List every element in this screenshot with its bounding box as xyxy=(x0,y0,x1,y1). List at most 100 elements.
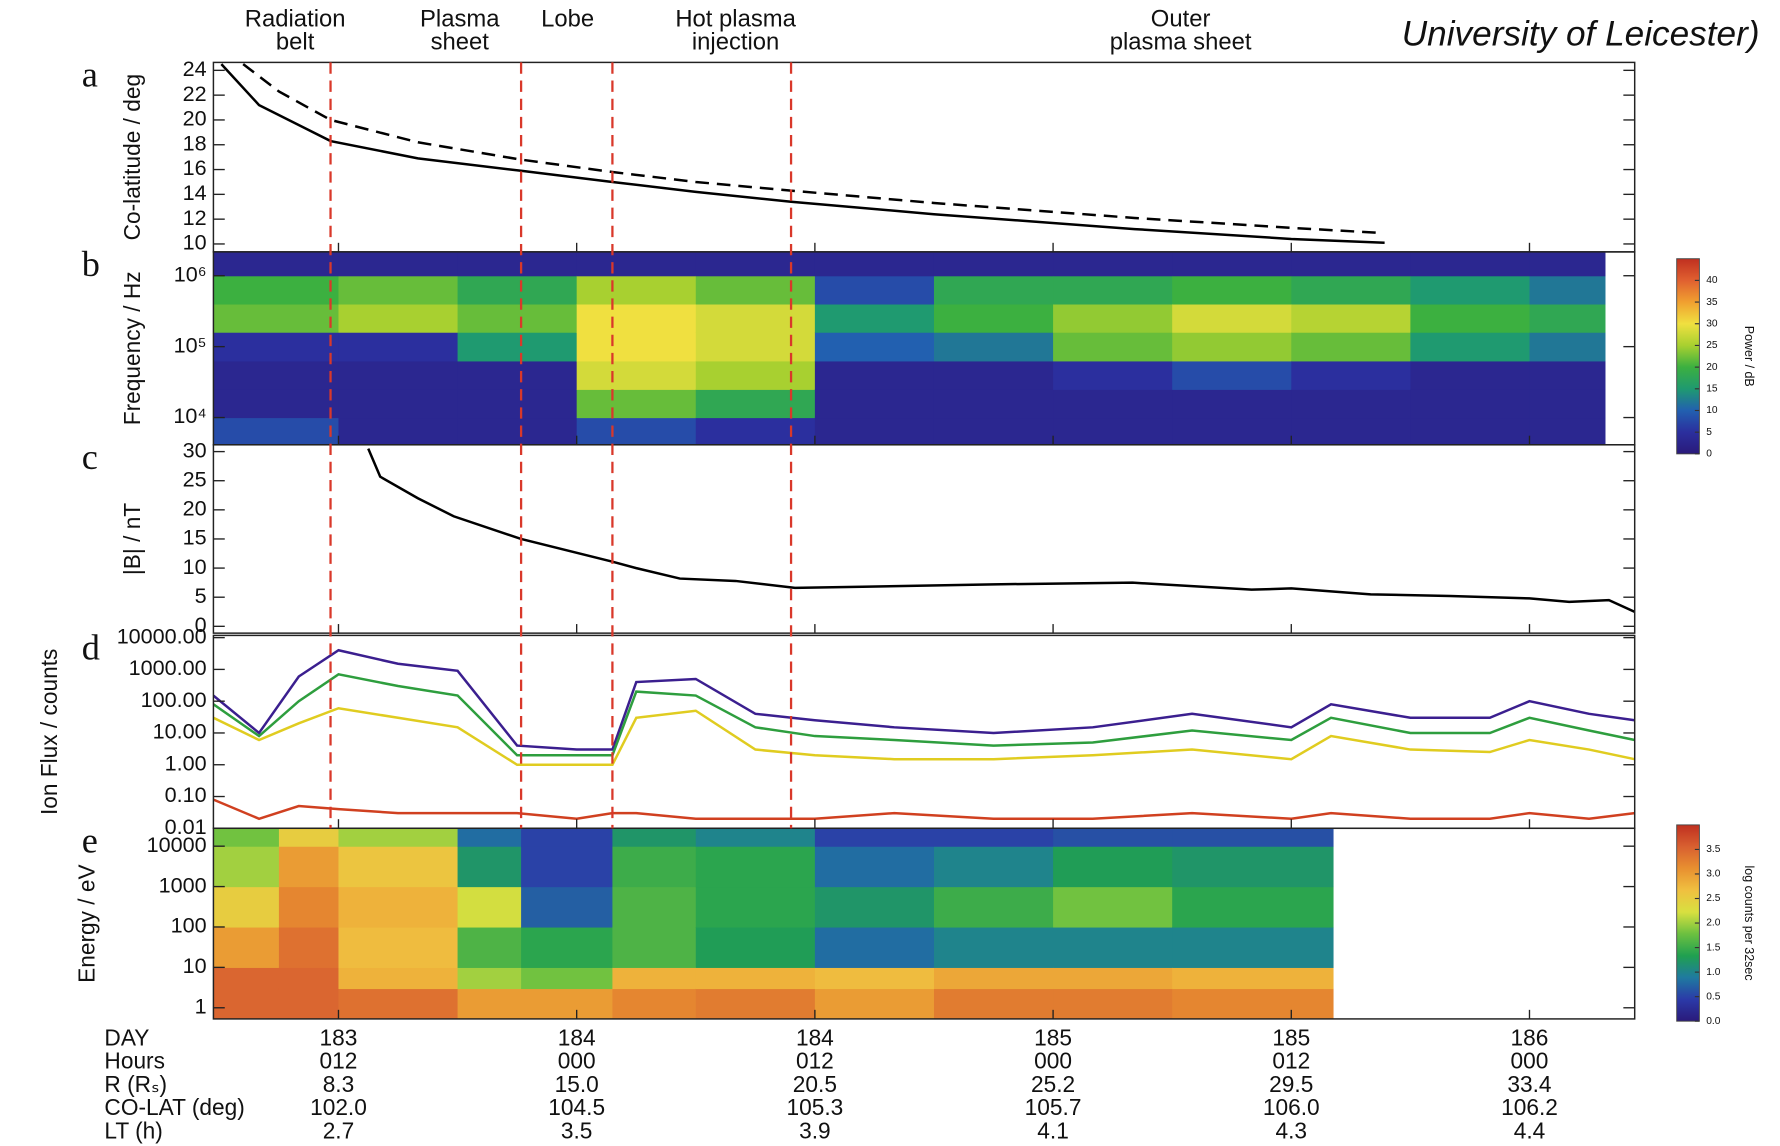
ephemeris-value: 183 xyxy=(320,1024,358,1050)
ephemeris-value: 25.2 xyxy=(1031,1071,1075,1097)
colorbar-tick-label: 0.0 xyxy=(1706,1016,1721,1027)
heatmap-cell xyxy=(279,846,339,887)
ephemeris-value: 184 xyxy=(796,1024,834,1050)
colorbar-tick-label: 5 xyxy=(1706,427,1712,438)
heatmap-cell xyxy=(577,332,697,361)
heatmap-cell xyxy=(338,989,458,1020)
heatmap-cell xyxy=(1053,276,1173,305)
heatmap-cell xyxy=(213,332,339,361)
heatmap-cell xyxy=(1291,332,1411,361)
heatmap-cell xyxy=(458,389,578,418)
heatmap-cell xyxy=(1172,887,1333,928)
ephemeris-value: 184 xyxy=(558,1024,596,1050)
heatmap-cell xyxy=(1053,252,1173,276)
heatmap-cell xyxy=(815,304,935,333)
y-tick-label: 5 xyxy=(195,583,207,608)
heatmap-cell xyxy=(934,887,1054,928)
caption: University of Leicester) xyxy=(1402,15,1760,54)
heatmap-cell xyxy=(521,967,613,989)
y-tick-label: 20 xyxy=(183,106,207,131)
ephemeris-value: 000 xyxy=(1511,1048,1549,1074)
ephemeris-row-name: R (Rₛ) xyxy=(104,1071,167,1097)
heatmap-cell xyxy=(1529,361,1605,390)
heatmap-cell xyxy=(934,846,1054,887)
heatmap-cell xyxy=(612,887,696,928)
heatmap-cell xyxy=(458,252,578,276)
colorbar-tick-label: 3.5 xyxy=(1706,844,1721,855)
ephemeris-value: 105.7 xyxy=(1025,1094,1082,1120)
heatmap-cell xyxy=(1053,304,1173,333)
heatmap-cell xyxy=(696,389,816,418)
heatmap-cell xyxy=(279,989,339,1020)
y-tick-label: 10000 xyxy=(147,832,207,857)
heatmap-cell xyxy=(458,361,578,390)
series-line xyxy=(368,449,1634,612)
ephemeris-value: 012 xyxy=(320,1048,358,1074)
colorbar-tick-label: 25 xyxy=(1706,340,1718,351)
ephemeris-value: 185 xyxy=(1272,1024,1310,1050)
heatmap-cell xyxy=(458,887,522,928)
heatmap-cell xyxy=(458,276,578,305)
heatmap-cell xyxy=(815,361,935,390)
heatmap-cell xyxy=(338,418,458,446)
ephemeris-value: 106.2 xyxy=(1501,1094,1558,1120)
heatmap-cell xyxy=(1053,887,1173,928)
y-tick-label: 30 xyxy=(183,437,207,462)
heatmap-cell xyxy=(934,276,1054,305)
figure: University of Leicester) 101214161820222… xyxy=(0,0,1780,1146)
panel-d xyxy=(213,650,1634,818)
heatmap-cell xyxy=(815,927,935,968)
heatmap-cell xyxy=(213,276,339,305)
heatmap-cell xyxy=(934,332,1054,361)
heatmap-cell xyxy=(213,304,339,333)
ephemeris-value: 106.0 xyxy=(1263,1094,1320,1120)
heatmap-cell xyxy=(338,389,458,418)
ephemeris-value: 4.1 xyxy=(1037,1117,1069,1143)
heatmap-cell xyxy=(213,989,279,1020)
heatmap-cell xyxy=(521,846,613,887)
heatmap-cell xyxy=(934,361,1054,390)
ephemeris-value: 3.5 xyxy=(561,1117,593,1143)
heatmap-cell xyxy=(934,828,1054,846)
ephemeris-value: 186 xyxy=(1511,1024,1549,1050)
y-tick-label: 12 xyxy=(183,205,207,230)
panel-e xyxy=(213,828,1333,1019)
heatmap-cell xyxy=(458,418,578,446)
heatmap-cell xyxy=(1053,389,1173,418)
heatmap-cell xyxy=(1172,989,1333,1020)
heatmap-cell xyxy=(213,418,339,446)
colorbar-tick-label: 1.5 xyxy=(1706,942,1721,953)
colorbar-tick-label: 30 xyxy=(1706,318,1718,329)
heatmap-cell xyxy=(213,887,279,928)
heatmap-cell xyxy=(213,967,279,989)
heatmap-cell xyxy=(458,304,578,333)
heatmap-cell xyxy=(338,828,458,846)
heatmap-cell xyxy=(577,304,697,333)
heatmap-cell xyxy=(696,304,816,333)
ephemeris-value: 29.5 xyxy=(1269,1071,1313,1097)
heatmap-cell xyxy=(577,389,697,418)
heatmap-cell xyxy=(577,361,697,390)
heatmap-cell xyxy=(1529,304,1605,333)
heatmap-cell xyxy=(934,252,1054,276)
region-label: Lobe xyxy=(541,6,594,33)
heatmap-cell xyxy=(1172,967,1333,989)
colorbar xyxy=(1677,259,1700,454)
heatmap-cell xyxy=(1053,332,1173,361)
heatmap-cell xyxy=(1410,332,1530,361)
heatmap-cell xyxy=(521,828,613,846)
heatmap-cell xyxy=(815,989,935,1020)
y-tick-label: 15 xyxy=(183,525,207,550)
ephemeris-value: 4.3 xyxy=(1276,1117,1308,1143)
heatmap-cell xyxy=(815,332,935,361)
heatmap-cell xyxy=(213,252,339,276)
series-line xyxy=(213,650,1634,749)
heatmap-cell xyxy=(934,967,1054,989)
heatmap-cell xyxy=(279,887,339,928)
y-tick-label: 20 xyxy=(183,496,207,521)
heatmap-cell xyxy=(1053,989,1173,1020)
panel-letter: a xyxy=(82,55,98,95)
colorbar-tick-label: 2.0 xyxy=(1706,918,1721,929)
colorbar-label: log counts per 32sec xyxy=(1742,866,1756,981)
heatmap-cell xyxy=(1410,361,1530,390)
